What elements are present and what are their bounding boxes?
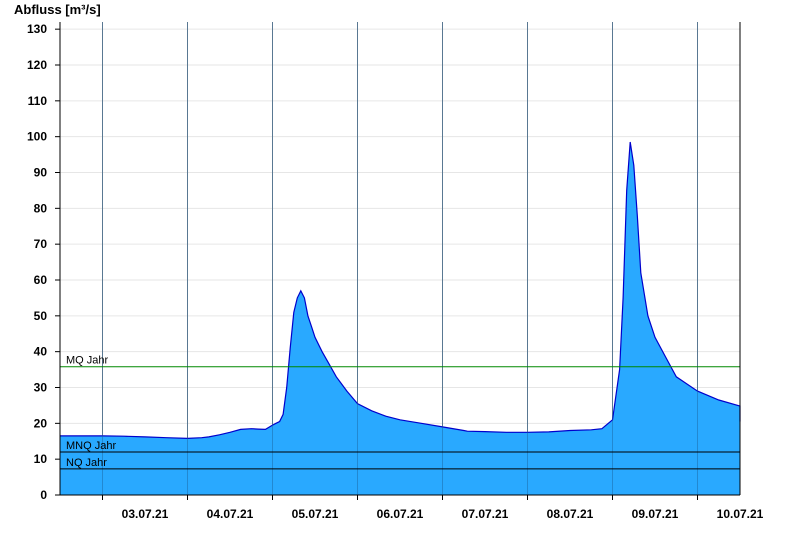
y-tick-label: 20 <box>34 416 48 430</box>
y-tick-label: 60 <box>34 273 48 287</box>
y-tick-label: 10 <box>34 452 48 466</box>
y-tick-label: 100 <box>27 130 47 144</box>
y-tick-label: 90 <box>34 166 48 180</box>
y-axis-label: Abfluss [m³/s] <box>14 2 101 17</box>
x-tick-label: 06.07.21 <box>377 507 424 521</box>
y-tick-label: 50 <box>34 309 48 323</box>
y-tick-label: 70 <box>34 237 48 251</box>
x-tick-label: 09.07.21 <box>632 507 679 521</box>
y-tick-label: 30 <box>34 381 48 395</box>
x-tick-label: 04.07.21 <box>207 507 254 521</box>
y-tick-label: 130 <box>27 22 47 36</box>
x-tick-label: 10.07.21 <box>717 507 764 521</box>
y-tick-label: 40 <box>34 345 48 359</box>
y-tick-label: 0 <box>40 488 47 502</box>
discharge-area <box>60 142 740 495</box>
y-tick-label: 110 <box>28 94 48 108</box>
y-tick-label: 120 <box>27 58 47 72</box>
x-tick-label: 08.07.21 <box>547 507 594 521</box>
x-tick-label: 07.07.21 <box>462 507 509 521</box>
reference-line-label: MQ Jahr <box>66 355 109 367</box>
y-tick-label: 80 <box>34 201 48 215</box>
x-tick-label: 03.07.21 <box>122 507 169 521</box>
grid-lines <box>60 22 740 495</box>
reference-line-label: NQ Jahr <box>66 457 107 469</box>
x-tick-label: 05.07.21 <box>292 507 339 521</box>
reference-lines: MQ Jahr MNQ Jahr NQ Jahr <box>60 22 740 495</box>
reference-line-label: MNQ Jahr <box>66 440 116 452</box>
axes: 0 10 20 30 40 50 60 70 80 90 100 110 120 130 03.07.21 0… <box>27 22 764 521</box>
